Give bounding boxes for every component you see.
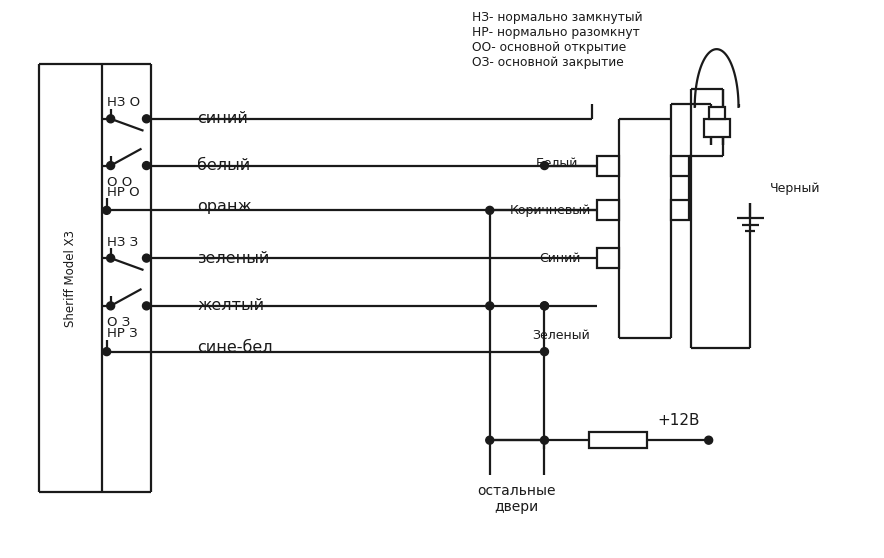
Text: Зеленый: Зеленый — [532, 329, 591, 342]
Text: НЗ З: НЗ З — [107, 235, 138, 249]
Circle shape — [107, 162, 115, 170]
Text: НР О: НР О — [107, 186, 140, 199]
Circle shape — [705, 436, 713, 444]
Text: О З: О З — [107, 316, 130, 329]
Circle shape — [540, 348, 548, 355]
Circle shape — [540, 162, 548, 170]
Text: сине-бел: сине-бел — [197, 340, 273, 355]
Text: ОО- основной открытие: ОО- основной открытие — [472, 41, 626, 54]
Circle shape — [103, 206, 110, 214]
Text: НЗ- нормально замкнутый: НЗ- нормально замкнутый — [472, 11, 643, 24]
Circle shape — [107, 254, 115, 262]
Bar — [598, 248, 619, 268]
Text: О О: О О — [107, 176, 132, 189]
Text: белый: белый — [197, 158, 250, 173]
Text: Sheriff Model X3: Sheriff Model X3 — [64, 229, 77, 326]
Text: желтый: желтый — [197, 299, 264, 314]
Text: ОЗ- основной закрытие: ОЗ- основной закрытие — [472, 56, 623, 69]
Circle shape — [107, 115, 115, 123]
Bar — [598, 200, 619, 220]
Bar — [671, 156, 689, 176]
Bar — [671, 200, 689, 220]
Text: зеленый: зеленый — [197, 251, 270, 266]
Bar — [704, 119, 729, 137]
Circle shape — [486, 302, 494, 310]
Bar — [590, 432, 647, 448]
Circle shape — [103, 348, 110, 355]
Text: Синий: Синий — [539, 252, 581, 264]
Text: остальные
двери: остальные двери — [477, 484, 556, 514]
Text: НЗ О: НЗ О — [107, 97, 140, 109]
Circle shape — [142, 115, 150, 123]
Circle shape — [486, 206, 494, 214]
Text: НР- нормально разомкнут: НР- нормально разомкнут — [472, 26, 640, 39]
Circle shape — [142, 254, 150, 262]
Text: НР З: НР З — [107, 327, 137, 340]
Bar — [709, 107, 725, 119]
Text: Коричневый: Коричневый — [510, 204, 591, 217]
Text: Черный: Черный — [770, 182, 821, 195]
Text: синий: синий — [197, 111, 248, 126]
Circle shape — [540, 436, 548, 444]
Circle shape — [107, 302, 115, 310]
Circle shape — [540, 302, 548, 310]
Text: +12В: +12В — [657, 413, 699, 428]
Text: Белый: Белый — [536, 157, 578, 170]
Text: оранж: оранж — [197, 199, 252, 214]
Circle shape — [486, 436, 494, 444]
Circle shape — [540, 302, 548, 310]
Circle shape — [142, 302, 150, 310]
Bar — [598, 156, 619, 176]
Circle shape — [142, 162, 150, 170]
